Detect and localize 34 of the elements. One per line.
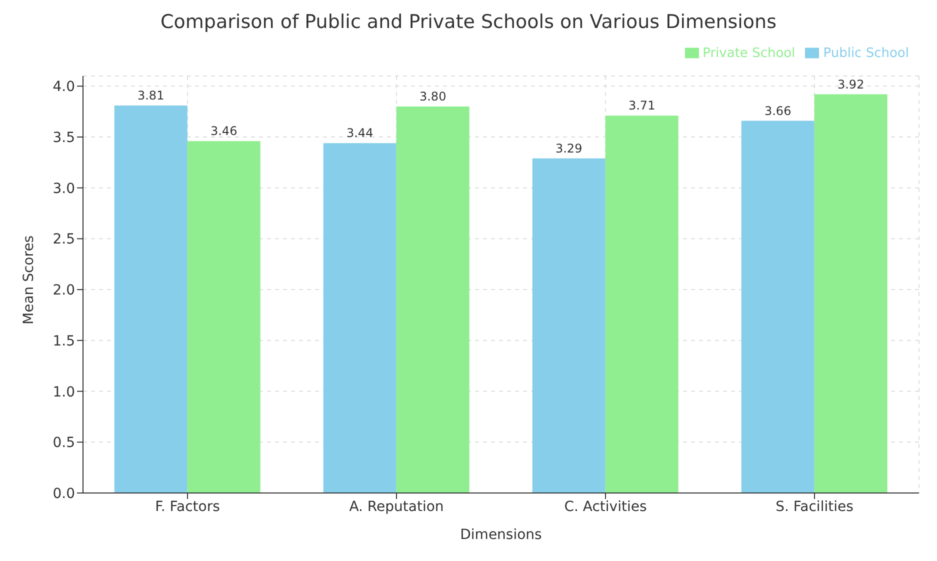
data-label: 3.46 <box>210 124 238 138</box>
bar <box>114 105 188 493</box>
legend-label: Private School <box>702 46 796 61</box>
data-label: 3.80 <box>419 90 446 104</box>
y-tick-label: 3.5 <box>52 130 75 146</box>
bar <box>605 116 678 493</box>
x-tick-label: C. Activities <box>564 498 647 515</box>
y-tick-label: 2.0 <box>52 282 75 299</box>
y-tick-label: 1.0 <box>52 384 75 400</box>
data-label: 3.71 <box>628 98 656 113</box>
data-label: 3.66 <box>764 104 792 118</box>
y-tick-label: 1.5 <box>52 333 75 350</box>
y-tick-label: 0.0 <box>52 486 75 502</box>
x-tick-label: F. Factors <box>155 498 220 515</box>
legend-label: Public School <box>823 46 909 61</box>
chart-title: Comparison of Public and Private Schools on Various Dimensions <box>160 10 778 35</box>
bar <box>532 158 606 493</box>
bar <box>396 106 470 493</box>
x-tick-label: S. Facilities <box>776 498 854 515</box>
bar <box>741 120 814 493</box>
data-label: 3.29 <box>555 141 582 156</box>
data-label: 3.92 <box>837 77 864 92</box>
y-tick-label: 4.0 <box>52 79 75 96</box>
y-tick-label: 0.5 <box>52 435 75 452</box>
bar <box>323 143 396 493</box>
y-axis-title: Mean Scores <box>20 235 37 324</box>
data-label: 3.44 <box>346 126 374 140</box>
x-tick-label: A. Reputation <box>349 498 444 515</box>
bar <box>187 141 260 493</box>
bar <box>814 94 888 493</box>
x-axis-title: Dimensions <box>460 527 542 543</box>
y-tick-label: 2.5 <box>52 232 75 248</box>
data-label: 3.81 <box>137 88 164 102</box>
y-tick-label: 3.0 <box>52 180 75 197</box>
